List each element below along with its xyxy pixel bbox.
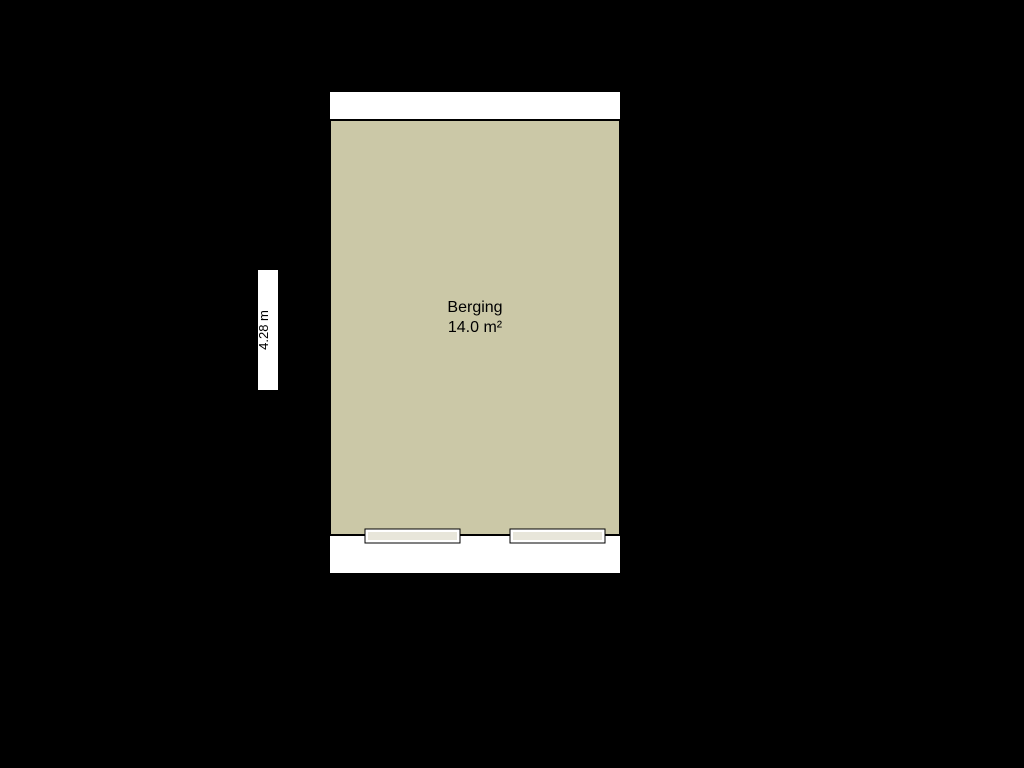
window-1-glass bbox=[368, 532, 457, 540]
height-dimension-label: 4.28 m bbox=[256, 310, 271, 350]
room-name-label: Berging bbox=[447, 299, 502, 316]
floorplan-svg: Berging 14.0 m² 3.26 m 4.28 m bbox=[0, 0, 1024, 768]
window-2-glass bbox=[513, 532, 602, 540]
width-dimension-label: 3.26 m bbox=[455, 93, 495, 108]
room-area-label: 14.0 m² bbox=[448, 319, 503, 336]
